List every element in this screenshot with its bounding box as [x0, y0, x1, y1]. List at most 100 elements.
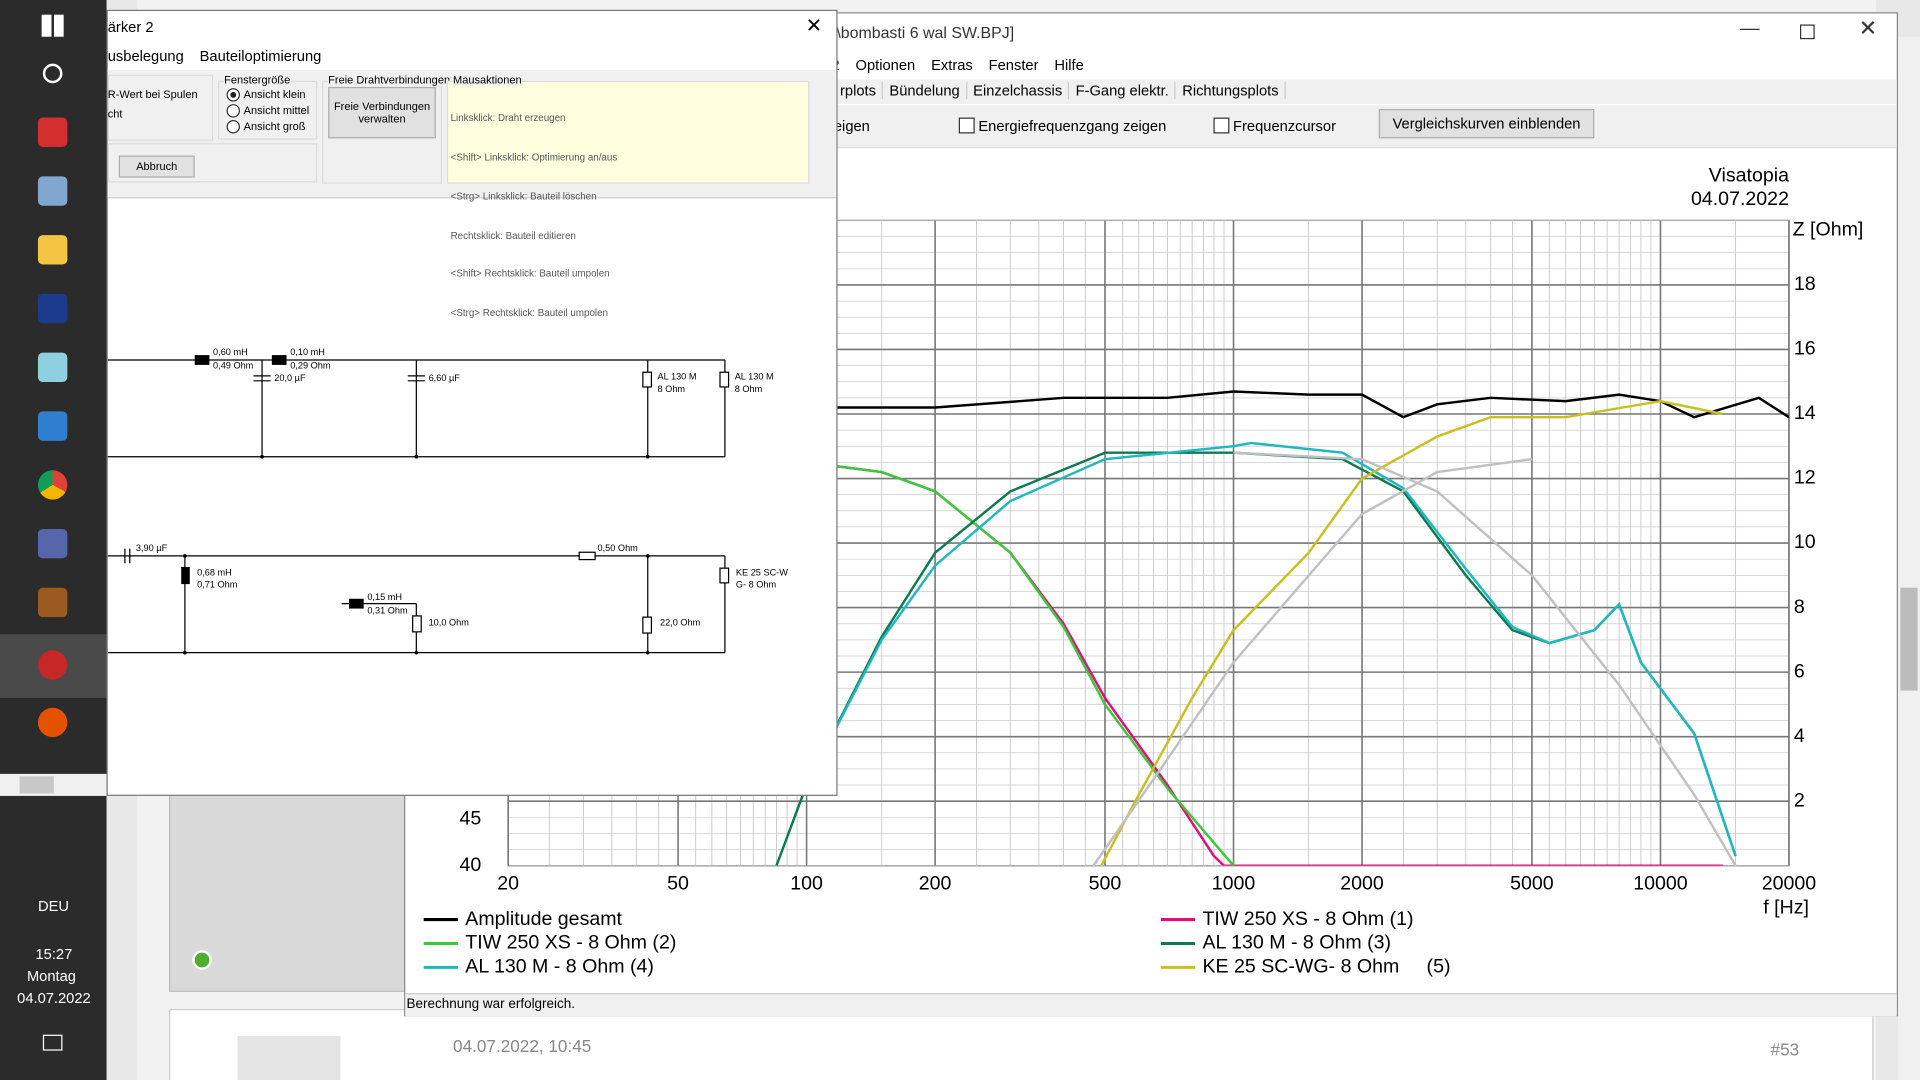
y-axis-label: Z [Ohm]: [1793, 218, 1864, 240]
curve: [1100, 399, 1724, 866]
schematic: 0,60 mH 0,49 Ohm 0,10 mH 0,29 Ohm 20,0 µ…: [107, 347, 788, 655]
component-label: 6,60 µF: [429, 373, 461, 383]
x-tick-label: 2000: [1340, 872, 1384, 894]
app-icon[interactable]: [37, 587, 68, 618]
y-tick-label: 2: [1794, 789, 1805, 811]
app-icon[interactable]: [37, 117, 68, 147]
app-icon[interactable]: [37, 176, 68, 206]
y2-tick-label: 40: [459, 854, 481, 876]
minimize[interactable]: —: [1740, 18, 1760, 40]
tab[interactable]: F-Gang elektr.: [1070, 82, 1177, 100]
app-icon[interactable]: [37, 411, 68, 441]
help-line: <Shift> Linksklick: Optimierung an/aus: [450, 151, 618, 163]
component-label: 0,31 Ohm: [367, 605, 408, 615]
close[interactable]: ✕: [1858, 15, 1878, 41]
clock-day[interactable]: Montag: [26, 967, 76, 985]
checkbox[interactable]: [1213, 117, 1230, 134]
search[interactable]: [42, 63, 63, 84]
component-label: KE 25 SC-W: [736, 567, 788, 577]
x-axis-label: f [Hz]: [1763, 897, 1809, 919]
help-line: Linksklick: Draht erzeugen: [450, 112, 566, 124]
group-label: R-Wert bei Spulen: [107, 88, 198, 101]
radio[interactable]: [226, 120, 241, 134]
y-tick-label: 12: [1794, 467, 1816, 489]
component-label: 0,71 Ohm: [197, 580, 238, 590]
scrollbar[interactable]: [1897, 36, 1920, 1080]
component-label: 0,10 mH: [290, 347, 325, 357]
component-label: 0,15 mH: [367, 592, 402, 602]
wires-button[interactable]: Freie Verbindungen verwalten: [328, 86, 436, 139]
notifications[interactable]: [42, 1034, 63, 1051]
group-title: Mausaktionen: [453, 73, 522, 86]
checkbox[interactable]: [958, 117, 975, 134]
status-text: Berechnung war erfolgreich.: [406, 996, 575, 1012]
tab[interactable]: Richtungsplots: [1176, 82, 1286, 100]
x-tick-label: 200: [919, 872, 952, 894]
legend-label: AL 130 M - 8 Ohm (4): [465, 956, 654, 978]
y2-tick-label: 45: [459, 807, 481, 829]
menu-item[interactable]: Optionen: [855, 56, 916, 74]
maximize[interactable]: [1800, 24, 1815, 40]
app-icon[interactable]: [37, 707, 68, 738]
y-tick-label: 18: [1794, 273, 1816, 295]
y-tick-label: 8: [1794, 596, 1805, 618]
x-tick-label: 500: [1089, 872, 1122, 894]
x-tick-label: 10000: [1633, 872, 1688, 894]
curve: [806, 390, 1789, 419]
clock-time[interactable]: 15:27: [35, 945, 73, 963]
app-icon[interactable]: [37, 235, 68, 265]
x-tick-label: 50: [667, 872, 689, 894]
h-scroll-thumb[interactable]: [19, 776, 54, 794]
y-tick-label: 4: [1794, 725, 1805, 747]
group: [446, 80, 810, 184]
radio[interactable]: [226, 88, 241, 102]
tab[interactable]: Einzelchassis: [967, 82, 1070, 100]
dialog-menu[interactable]: usbelegung: [107, 47, 184, 65]
online-dot: [192, 950, 212, 970]
scroll-thumb[interactable]: [1900, 587, 1918, 691]
legend-label: TIW 250 XS - 8 Ohm (2): [465, 932, 676, 954]
component-label: 22,0 Ohm: [660, 618, 701, 628]
dialog-title: ärker 2: [107, 18, 154, 36]
radio-label[interactable]: Ansicht groß: [243, 120, 306, 133]
group-title: Freie Drahtverbindungen: [328, 73, 451, 86]
y-tick-label: 14: [1794, 402, 1816, 424]
clock-date[interactable]: 04.07.2022: [17, 989, 91, 1007]
app-icon[interactable]: [37, 293, 68, 324]
tab[interactable]: Bündelung: [883, 82, 968, 100]
language[interactable]: DEU: [37, 897, 69, 915]
checkbox-label[interactable]: Frequenzcursor: [1233, 117, 1336, 135]
radio-label[interactable]: Ansicht klein: [243, 88, 306, 101]
mouse-help: Linksklick: Draht erzeugen <Shift> Links…: [451, 87, 618, 346]
menu-item[interactable]: Fenster: [988, 56, 1039, 74]
app-icon[interactable]: [37, 352, 68, 383]
component-label: AL 130 M: [735, 372, 774, 382]
group-label: cht: [107, 107, 123, 121]
component-label: 0,49 Ohm: [213, 361, 254, 371]
compare-button[interactable]: Vergleichskurven einblenden: [1378, 108, 1595, 139]
component-label: 10,0 Ohm: [429, 618, 470, 628]
component-label: 0,50 Ohm: [598, 543, 639, 553]
dialog-panel: R-Wert bei Spulen cht Abbruch Fenstergrö…: [107, 69, 837, 318]
radio[interactable]: [226, 104, 241, 118]
radio-label[interactable]: Ansicht mittel: [243, 104, 310, 117]
dialog-close[interactable]: ✕: [805, 15, 823, 37]
component-label: 8 Ohm: [735, 384, 763, 394]
component-label: AL 130 M: [658, 372, 697, 382]
cancel-button[interactable]: Abbruch: [118, 155, 195, 178]
menu-item[interactable]: Extras: [931, 56, 973, 74]
tab[interactable]: rplots: [834, 82, 884, 100]
post-number: #53: [1770, 1039, 1800, 1060]
start-button[interactable]: [41, 14, 64, 37]
menu-item[interactable]: Hilfe: [1054, 56, 1084, 74]
app-icon[interactable]: [37, 528, 68, 559]
checkbox-label[interactable]: Energiefrequenzgang zeigen: [978, 117, 1167, 135]
chart-header: Visatopia: [1709, 164, 1789, 186]
group: [107, 143, 318, 183]
dialog-menu[interactable]: Bauteiloptimierung: [199, 47, 322, 65]
component-label: 0,29 Ohm: [290, 361, 331, 371]
app-icon[interactable]: [37, 470, 68, 500]
app-icon[interactable]: [37, 650, 68, 680]
component-label: 0,68 mH: [197, 567, 232, 577]
